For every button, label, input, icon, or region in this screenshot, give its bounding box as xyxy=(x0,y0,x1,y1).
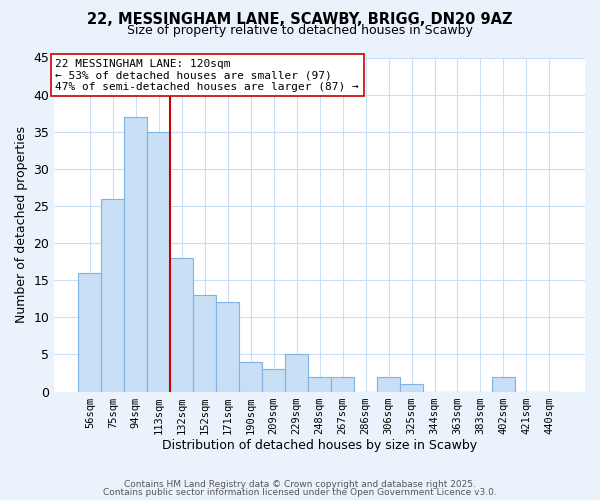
Bar xyxy=(262,370,285,392)
Bar xyxy=(285,354,308,392)
Bar xyxy=(148,132,170,392)
Bar xyxy=(331,376,354,392)
Bar xyxy=(400,384,423,392)
Bar xyxy=(124,117,148,392)
Bar xyxy=(193,295,216,392)
X-axis label: Distribution of detached houses by size in Scawby: Distribution of detached houses by size … xyxy=(162,440,477,452)
Bar xyxy=(492,376,515,392)
Text: 22 MESSINGHAM LANE: 120sqm
← 53% of detached houses are smaller (97)
47% of semi: 22 MESSINGHAM LANE: 120sqm ← 53% of deta… xyxy=(55,58,359,92)
Y-axis label: Number of detached properties: Number of detached properties xyxy=(15,126,28,323)
Text: Size of property relative to detached houses in Scawby: Size of property relative to detached ho… xyxy=(127,24,473,37)
Bar xyxy=(101,198,124,392)
Bar xyxy=(170,258,193,392)
Text: 22, MESSINGHAM LANE, SCAWBY, BRIGG, DN20 9AZ: 22, MESSINGHAM LANE, SCAWBY, BRIGG, DN20… xyxy=(87,12,513,28)
Bar xyxy=(216,302,239,392)
Bar xyxy=(79,273,101,392)
Bar xyxy=(377,376,400,392)
Bar xyxy=(239,362,262,392)
Text: Contains HM Land Registry data © Crown copyright and database right 2025.: Contains HM Land Registry data © Crown c… xyxy=(124,480,476,489)
Bar xyxy=(308,376,331,392)
Text: Contains public sector information licensed under the Open Government Licence v3: Contains public sector information licen… xyxy=(103,488,497,497)
